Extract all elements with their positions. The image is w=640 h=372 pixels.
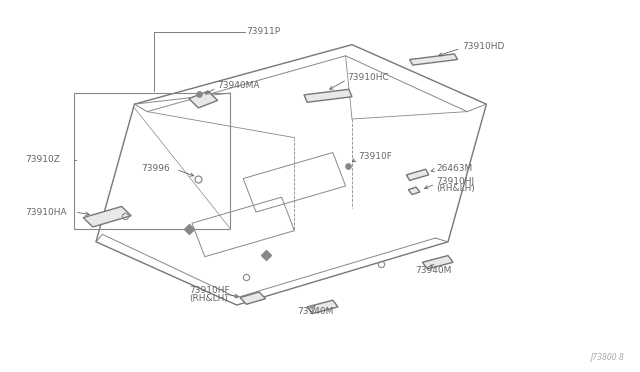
Polygon shape xyxy=(422,256,453,269)
Text: 26463M: 26463M xyxy=(436,164,473,173)
Text: 73940M: 73940M xyxy=(415,266,451,275)
Polygon shape xyxy=(406,169,429,180)
Text: 73911P: 73911P xyxy=(246,27,280,36)
Text: 73910Z: 73910Z xyxy=(26,155,60,164)
Text: 73910HJ: 73910HJ xyxy=(436,177,475,186)
Text: 73940MA: 73940MA xyxy=(218,81,260,90)
Text: (RH&LH): (RH&LH) xyxy=(436,185,476,193)
Text: 73940M: 73940M xyxy=(298,307,334,316)
Text: (RH&LH): (RH&LH) xyxy=(189,294,228,303)
Polygon shape xyxy=(307,300,338,314)
Polygon shape xyxy=(410,54,458,65)
Polygon shape xyxy=(304,89,352,102)
Text: 73996: 73996 xyxy=(141,164,170,173)
Polygon shape xyxy=(408,187,420,195)
Polygon shape xyxy=(240,292,266,304)
Polygon shape xyxy=(189,91,218,108)
Text: 73910HA: 73910HA xyxy=(26,208,67,217)
Polygon shape xyxy=(83,206,131,227)
Text: 73910HD: 73910HD xyxy=(462,42,504,51)
Text: 73910HF: 73910HF xyxy=(189,286,229,295)
Text: 73910HC: 73910HC xyxy=(348,73,389,82)
Text: J73800 8: J73800 8 xyxy=(590,353,624,362)
Text: 73910F: 73910F xyxy=(358,153,392,161)
Bar xyxy=(74,93,230,229)
